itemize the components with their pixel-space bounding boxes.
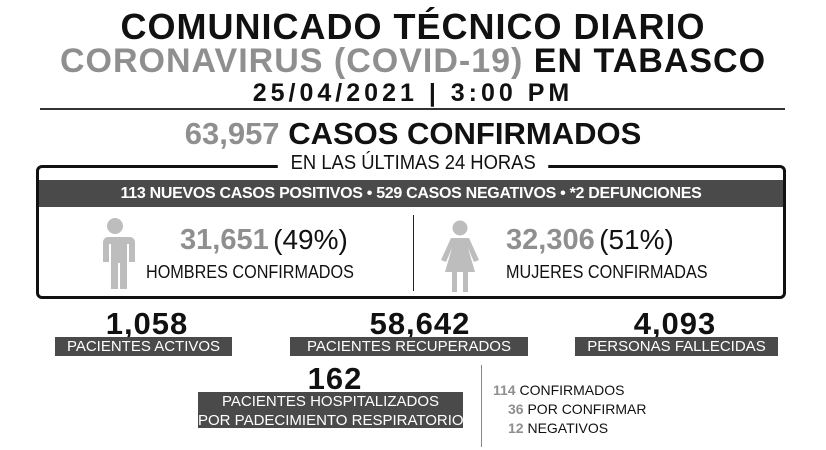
daily-summary-bar: 113 NUEVOS CASOS POSITIVOS • 529 CASOS N… [39, 180, 783, 207]
title: COMUNICADO TÉCNICO DIARIO [120, 6, 706, 47]
breakdown-item: 36 POR CONFIRMAR [508, 401, 647, 417]
woman-icon [441, 220, 479, 292]
subtitle: CORONAVIRUS (COVID-19) EN TABASCO [0, 42, 826, 81]
subtitle-black: EN TABASCO [533, 42, 767, 80]
active-number: 1,058 [105, 306, 189, 341]
men-label: HOMBRES CONFIRMADOS [146, 262, 354, 282]
man-icon [100, 218, 135, 289]
hospital-divider [481, 365, 482, 447]
gender-divider [413, 215, 414, 291]
women-label: MUJERES CONFIRMADAS [506, 262, 708, 282]
recovered-number: 58,642 [369, 306, 471, 341]
date-time: 25/04/2021 | 3:00 PM [252, 79, 574, 107]
women-stat: 32,306 (51%) [506, 224, 674, 256]
subtitle-gray: CORONAVIRUS (COVID-19) [59, 42, 524, 80]
total-number: 63,957 [184, 116, 280, 151]
men-stat: 31,651 (49%) [180, 224, 348, 256]
last-24h-title: EN LAS ÚLTIMAS 24 HORAS [0, 152, 826, 175]
divider [40, 108, 785, 110]
total-label: CASOS CONFIRMADOS [288, 116, 642, 151]
recovered-label: PACIENTES RECUPERADOS [290, 337, 528, 356]
breakdown-item: 12 NEGATIVOS [508, 420, 609, 436]
total-cases: 63,957 CASOS CONFIRMADOS [0, 116, 826, 152]
deaths-number: 4,093 [633, 306, 717, 341]
hospitalized-number: 162 [307, 361, 363, 396]
active-label: PACIENTES ACTIVOS [55, 337, 232, 356]
deaths-label: PERSONAS FALLECIDAS [575, 337, 778, 356]
breakdown-item: 114 CONFIRMADOS [493, 382, 625, 398]
hospitalized-label: PACIENTES HOSPITALIZADOS POR PADECIMIENTO… [198, 392, 464, 429]
